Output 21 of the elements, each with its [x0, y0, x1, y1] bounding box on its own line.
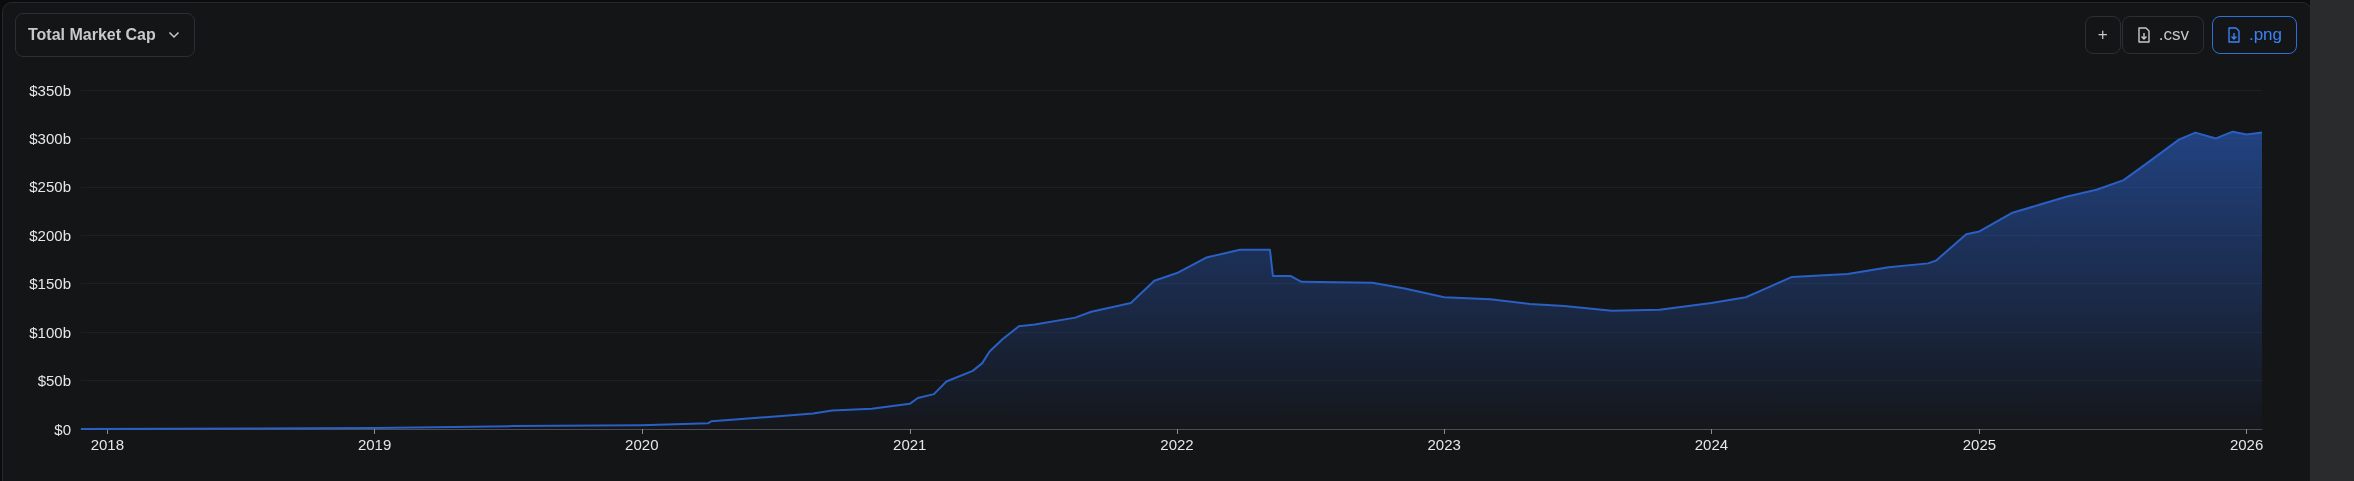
y-tick-label: $300b: [29, 129, 71, 147]
x-tick-label: 2019: [357, 436, 392, 453]
x-tick-label: 2025: [1962, 436, 1997, 453]
text: +: [2097, 25, 2108, 45]
x-tick-label: 2020: [625, 436, 659, 453]
y-tick-label: $100b: [29, 323, 71, 341]
chart-title: Total Market Cap: [28, 26, 156, 44]
y-tick-label: $350b: [29, 81, 71, 99]
y-tick-label: $50b: [37, 372, 71, 390]
x-tick-label: 2024: [1694, 436, 1729, 453]
x-tick-label: 2018: [90, 436, 125, 453]
y-tick-label: $250b: [29, 178, 71, 196]
x-tick-label: 2026: [2229, 436, 2264, 453]
x-tick-label: 2022: [1160, 436, 1194, 453]
x-tick-label: 2021: [893, 436, 927, 453]
y-tick-label: $200b: [29, 226, 71, 244]
y-tick-label: $0: [54, 420, 71, 438]
text: .csv: [2158, 25, 2189, 45]
y-tick-label: $150b: [29, 275, 71, 293]
x-tick-label: 2023: [1427, 436, 1461, 453]
text: .png: [2248, 25, 2282, 45]
